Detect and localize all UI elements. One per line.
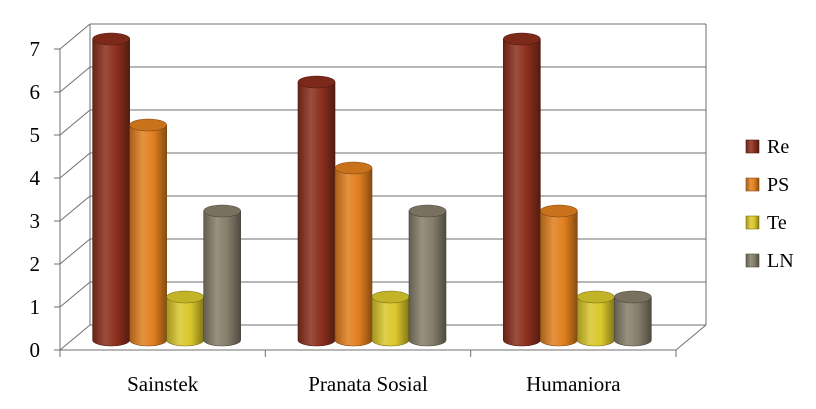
bar-ps-humaniora	[540, 204, 578, 347]
bar-body	[408, 210, 447, 347]
legend-swatch	[745, 139, 760, 154]
bar-top	[297, 75, 336, 89]
bar-top	[614, 290, 652, 304]
side-wall-gridline	[59, 238, 91, 265]
legend-item-re: Re	[745, 136, 789, 158]
bar-top	[503, 32, 541, 46]
bar-te-pranata-sosial	[371, 290, 410, 347]
legend-label: Re	[767, 136, 789, 158]
side-wall-gridline	[59, 152, 91, 179]
chart-legend: Re PS Te LN	[745, 136, 794, 272]
legend-swatch	[745, 177, 760, 192]
bar-top	[577, 290, 615, 304]
bar-ln-humaniora	[614, 290, 652, 347]
y-tick-label: 0	[30, 338, 41, 362]
x-axis-category-labels: Sainstek Pranata Sosial Humaniora	[127, 372, 621, 396]
legend-label: LN	[767, 250, 794, 272]
legend-item-ln: LN	[745, 250, 794, 272]
floor-edge	[675, 324, 707, 351]
bar-top	[92, 32, 130, 46]
bar-body	[334, 167, 373, 347]
y-tick-label: 7	[30, 37, 41, 61]
bar-ln-pranata-sosial	[408, 204, 447, 347]
side-wall-gridline	[59, 195, 91, 222]
bar-top	[166, 290, 204, 304]
y-tick-label: 1	[30, 295, 41, 319]
legend-item-ps: PS	[745, 174, 789, 196]
y-tick-label: 5	[30, 123, 41, 147]
bar-body	[203, 210, 241, 347]
bar-body	[614, 296, 652, 347]
legend-swatch	[745, 253, 760, 268]
bar-te-sainstek	[166, 290, 204, 347]
side-wall-gridline	[59, 281, 91, 308]
bar-re-sainstek	[92, 32, 130, 347]
bar-ln-sainstek	[203, 204, 241, 347]
bar-top	[371, 290, 410, 304]
y-tick-label: 3	[30, 209, 41, 233]
y-tick-label: 6	[30, 80, 41, 104]
y-axis-tick-labels: 0 1 2 3 4 5 6 7	[30, 37, 677, 362]
bar-top	[203, 204, 241, 218]
bar-body	[503, 38, 541, 347]
legend-swatch	[745, 215, 760, 230]
bar-body	[166, 296, 204, 347]
bar-ps-pranata-sosial	[334, 161, 373, 347]
bar-body	[371, 296, 410, 347]
bar-body	[92, 38, 130, 347]
bar-body	[577, 296, 615, 347]
y-tick-label: 4	[30, 166, 41, 190]
bar-top	[540, 204, 578, 218]
side-wall-gridline	[59, 66, 91, 93]
bar-ps-sainstek	[129, 118, 167, 347]
chart-grid	[59, 23, 707, 351]
side-wall-gridline	[59, 109, 91, 136]
bar-top	[129, 118, 167, 132]
x-category-label: Humaniora	[526, 372, 621, 396]
legend-item-te: Te	[745, 212, 787, 234]
bar-body	[129, 124, 167, 347]
x-category-label: Sainstek	[127, 372, 199, 396]
bar-top	[334, 161, 373, 175]
side-wall-gridline	[59, 23, 91, 50]
bar-te-humaniora	[577, 290, 615, 347]
bar-re-humaniora	[503, 32, 541, 347]
chart-bars	[92, 32, 652, 347]
bar-top	[408, 204, 447, 218]
legend-label: Te	[767, 212, 787, 234]
bar-body	[540, 210, 578, 347]
side-wall-gridline	[59, 324, 91, 351]
legend-label: PS	[767, 174, 789, 196]
x-category-label: Pranata Sosial	[308, 372, 428, 396]
bar-re-pranata-sosial	[297, 75, 336, 347]
bar-body	[297, 81, 336, 347]
y-tick-label: 2	[30, 252, 41, 276]
